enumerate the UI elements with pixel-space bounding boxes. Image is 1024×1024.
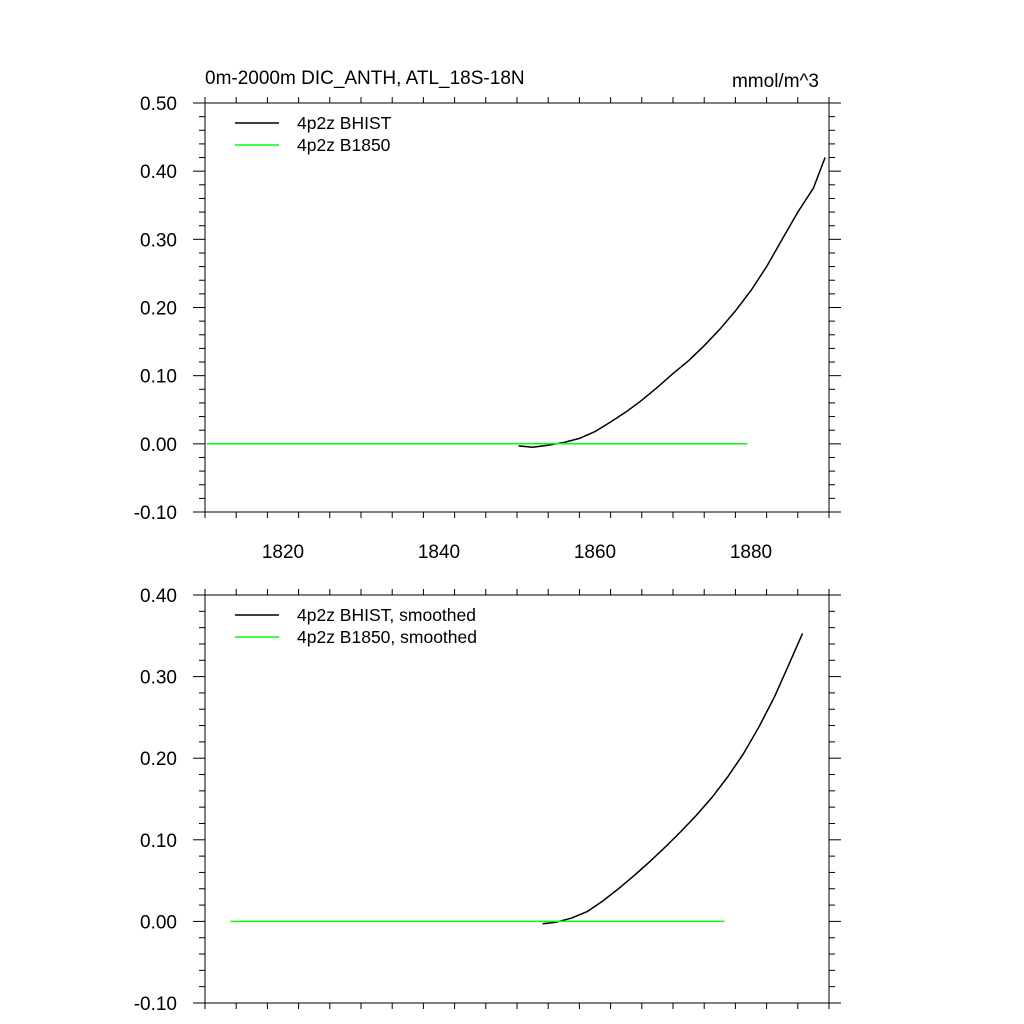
x-tick-label: 1820 <box>262 542 304 563</box>
bottom-chart-panel: -0.10 0.00 0.10 0.20 0.30 0.40 4p2z BHIST, smo… <box>134 586 841 1015</box>
y-tick-label: 0.10 <box>140 367 177 388</box>
y-tick-label: 0.10 <box>140 831 177 852</box>
y-tick-label: 0.30 <box>140 230 177 251</box>
y-tick-label: 0.20 <box>140 299 177 320</box>
legend-label: 4p2z B1850 <box>297 135 391 155</box>
y-tick-label: 0.30 <box>140 668 177 689</box>
plot-frame <box>204 594 830 1004</box>
y-tick-label: 0.00 <box>140 435 177 456</box>
series-line-0 <box>542 633 804 925</box>
y-tick-label: 0.40 <box>140 162 177 183</box>
x-tick-label: 1840 <box>418 542 460 563</box>
y-tick-label: 0.00 <box>140 912 177 933</box>
legend-label: 4p2z B1850, smoothed <box>297 627 477 647</box>
legend-label: 4p2z BHIST <box>297 113 392 133</box>
legend-label: 4p2z BHIST, smoothed <box>297 605 476 625</box>
y-tick-label: -0.10 <box>134 503 177 524</box>
y-tick-label: 0.50 <box>140 94 177 115</box>
x-tick-label: 1860 <box>574 542 616 563</box>
series-line-0 <box>518 157 826 448</box>
units-label: mmol/m^3 <box>732 71 819 92</box>
x-tick-label: 1880 <box>730 542 772 563</box>
y-tick-label: -0.10 <box>134 994 177 1015</box>
plot-frame <box>204 102 830 513</box>
top-chart-panel: -0.10 0.00 0.10 0.20 0.30 0.40 0.50 1820 1840 186… <box>134 68 841 563</box>
y-tick-label: 0.40 <box>140 586 177 607</box>
y-tick-label: 0.20 <box>140 749 177 770</box>
chart-title: 0m-2000m DIC_ANTH, ATL_18S-18N <box>205 68 525 89</box>
